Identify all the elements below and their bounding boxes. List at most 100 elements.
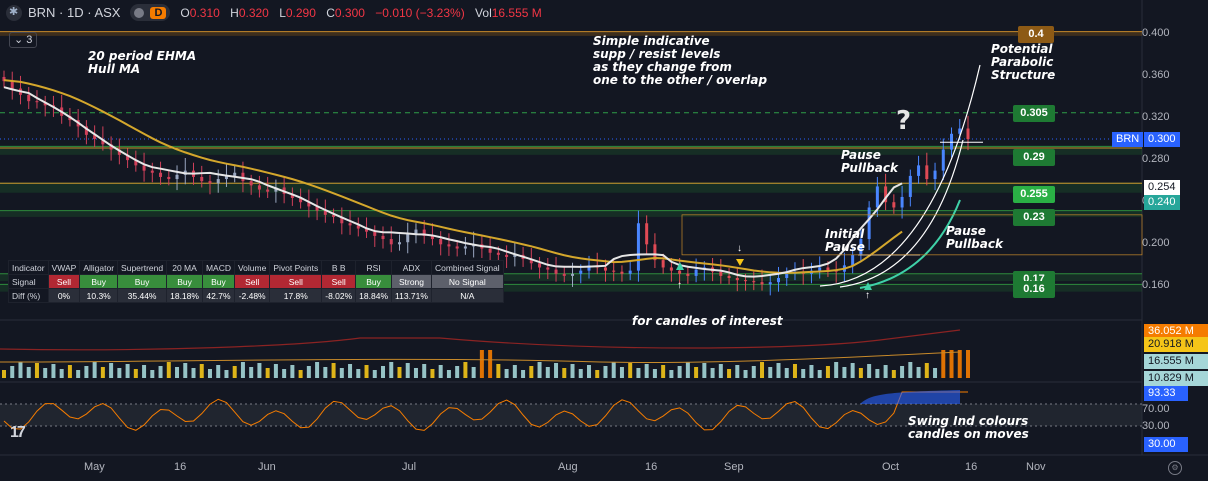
candle-body bbox=[340, 216, 344, 224]
volume-bar bbox=[381, 366, 386, 378]
time-tick: 16 bbox=[965, 461, 978, 473]
volume-bar bbox=[249, 367, 254, 378]
candle-body bbox=[875, 186, 879, 208]
candle-body bbox=[455, 246, 459, 249]
candle-body bbox=[818, 267, 822, 271]
volume-bar bbox=[677, 366, 682, 378]
candle-body bbox=[727, 275, 731, 278]
candle-body bbox=[397, 242, 401, 245]
volume-bar bbox=[240, 362, 245, 378]
volume-bar bbox=[784, 368, 789, 378]
volume-bar bbox=[669, 370, 674, 378]
volume-bar bbox=[685, 362, 690, 378]
candle-body bbox=[332, 214, 336, 217]
candle-body bbox=[694, 269, 698, 276]
candle-body bbox=[538, 263, 542, 268]
time-tick: 16 bbox=[645, 461, 658, 473]
table-signal-cell: Buy bbox=[117, 274, 168, 289]
volume-bar bbox=[537, 362, 542, 378]
annotation-ehma: 20 period EHMA Hull MA bbox=[88, 49, 197, 76]
volume-bar bbox=[834, 362, 839, 378]
candle-body bbox=[678, 270, 682, 274]
settings-gear-icon[interactable]: ⚙ bbox=[1168, 461, 1182, 475]
candle-body bbox=[768, 282, 772, 285]
volume-bar bbox=[908, 362, 913, 378]
volume-bar bbox=[207, 369, 212, 378]
volume-bar bbox=[389, 362, 394, 378]
candle-body bbox=[365, 228, 369, 232]
volume-bar bbox=[166, 362, 171, 378]
time-tick: Oct bbox=[882, 461, 900, 473]
indicators-count: 3 bbox=[26, 34, 33, 46]
volume-bar bbox=[479, 350, 484, 378]
candle-body bbox=[603, 267, 607, 271]
candle-body bbox=[406, 233, 410, 243]
high-value: 0.320 bbox=[238, 5, 269, 20]
level-band-2 bbox=[0, 183, 1142, 193]
volume-bar bbox=[595, 370, 600, 378]
arrow-up-2: ↑ bbox=[865, 290, 870, 301]
osc-neutral-band bbox=[0, 404, 1142, 426]
volume-bar bbox=[710, 368, 715, 378]
candle-body bbox=[109, 144, 113, 150]
candle-body bbox=[620, 271, 624, 274]
volume-bar bbox=[603, 366, 608, 378]
buy-marker-1 bbox=[676, 262, 684, 270]
annotation-swing-indicator: Swing Ind colours candles on moves bbox=[908, 414, 1029, 441]
market-status-pill[interactable]: D bbox=[130, 4, 171, 21]
candle-body bbox=[224, 175, 228, 180]
volume-bar bbox=[875, 369, 880, 378]
level-label: 0.23 bbox=[1013, 209, 1055, 227]
level-band-4 bbox=[0, 273, 1142, 282]
table-signal-cell: Buy bbox=[79, 274, 119, 289]
table-signal-cell: Sell bbox=[269, 274, 323, 289]
candle-body bbox=[760, 282, 764, 285]
volume-bar bbox=[273, 364, 278, 378]
volume-bar bbox=[924, 363, 929, 378]
price-tag: BRN bbox=[1112, 132, 1144, 148]
candle-body bbox=[348, 223, 352, 226]
volume-bar bbox=[949, 350, 954, 378]
table-signal-cell: Sell bbox=[233, 274, 271, 289]
volume-bar bbox=[941, 350, 946, 378]
annotation-initial-pause: Initial Pause bbox=[825, 227, 865, 254]
volume-bar bbox=[554, 363, 559, 378]
volume-bar bbox=[463, 362, 468, 378]
candle-body bbox=[43, 102, 47, 106]
table-header-cell: Combined Signal bbox=[430, 260, 504, 275]
candle-body bbox=[661, 260, 665, 268]
volume-bar bbox=[331, 363, 336, 378]
candle-body bbox=[167, 176, 171, 180]
candle-body bbox=[134, 160, 138, 166]
level-label: 0.16 bbox=[1013, 281, 1055, 299]
level-label: 0.255 bbox=[1013, 185, 1055, 203]
parabolic-curve-teal bbox=[859, 199, 961, 289]
volume-bar bbox=[92, 362, 97, 378]
candle-body bbox=[2, 76, 6, 82]
indicators-toggle-button[interactable]: ⌄ 3 bbox=[9, 32, 38, 48]
table-diff-cell: 17.8% bbox=[269, 288, 323, 303]
volume-bar bbox=[51, 364, 56, 378]
table-signal-cell: No Signal bbox=[430, 274, 504, 289]
volume-bar bbox=[191, 368, 196, 378]
candle-body bbox=[735, 278, 739, 281]
volume-bar bbox=[413, 368, 418, 378]
candle-body bbox=[636, 223, 640, 271]
candle-body bbox=[84, 126, 88, 135]
arrow-down-1: ↓ bbox=[737, 243, 742, 254]
table-signal-cell: Buy bbox=[201, 274, 235, 289]
candle-body bbox=[356, 225, 360, 229]
volume-tag: 20.918 M bbox=[1144, 337, 1208, 352]
volume-bar bbox=[545, 367, 550, 378]
table-signal-cell: Buy bbox=[166, 274, 203, 289]
annotation-parabolic: Potential Parabolic Structure bbox=[991, 42, 1056, 82]
candle-body bbox=[851, 254, 855, 266]
symbol-title[interactable]: BRN · 1D · ASX bbox=[28, 5, 121, 20]
volume-bar bbox=[125, 364, 130, 378]
candle-body bbox=[142, 165, 146, 171]
candle-body bbox=[10, 81, 14, 89]
candle-body bbox=[315, 206, 319, 211]
volume-bar bbox=[619, 367, 624, 378]
level-band-3 bbox=[0, 210, 1142, 217]
